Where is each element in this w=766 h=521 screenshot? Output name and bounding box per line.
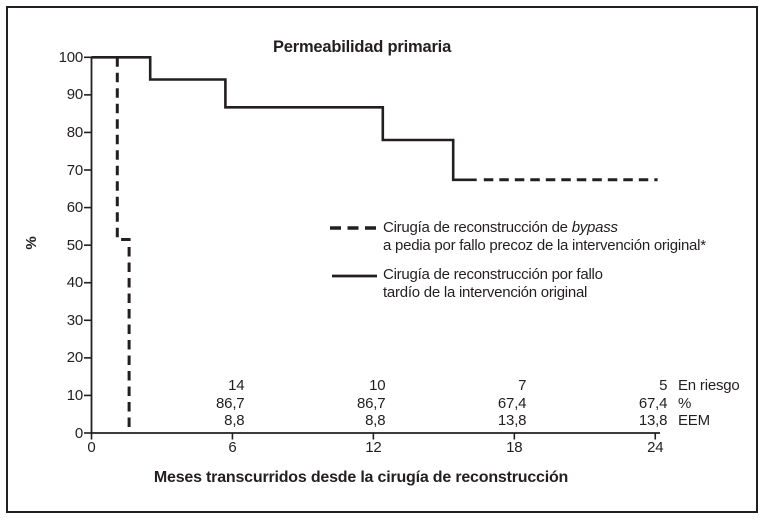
at-risk-value: 8,8 (365, 412, 386, 429)
x-tick-label: 6 (228, 439, 237, 456)
legend-line: a pedia por fallo precoz de la intervenc… (383, 236, 706, 254)
legend-text-segment: Cirugía de reconstrucción de (383, 219, 572, 236)
at-risk-row-label: % (678, 394, 692, 412)
legend-label-early-failure: Cirugía de reconstrucción de bypass a pe… (383, 219, 706, 254)
at-risk-value: 5 (659, 377, 668, 394)
series-curve-0 (115, 57, 131, 430)
at-risk-value: 10 (369, 377, 386, 394)
y-tick-label: 70 (66, 161, 83, 179)
at-risk-value: 67,4 (638, 394, 668, 412)
legend-line: Cirugía de reconstrucción por fallo (383, 266, 603, 283)
y-axis-title: % (22, 236, 40, 250)
at-risk-value: 7 (518, 377, 527, 394)
at-risk-row-label: En riesgo (678, 377, 740, 394)
x-tick-label: 12 (365, 439, 382, 456)
legend-line: tardío de la intervención original (383, 283, 588, 301)
y-tick-label: 30 (66, 311, 83, 329)
y-tick-label: 40 (66, 274, 83, 292)
at-risk-row-labels: En riesgo % EEM (678, 377, 740, 430)
at-risk-value: 13,8 (638, 412, 668, 429)
at-risk-column-month-12: 10 86,7 8,8 (315, 377, 386, 430)
series-curve-1 (91, 56, 477, 182)
x-tick-label: 18 (506, 439, 523, 456)
x-axis-title: Meses transcurridos desde la cirugía de … (153, 469, 569, 486)
y-tick-label: 60 (66, 199, 83, 217)
y-tick-label: 0 (74, 424, 83, 442)
y-tick-label: 100 (58, 48, 84, 66)
y-tick-label: 50 (66, 236, 83, 254)
at-risk-column-month-24: 5 67,4 13,8 (597, 377, 668, 430)
figure-border (6, 6, 758, 513)
legend-text-italic-segment: bypass (571, 219, 618, 236)
at-risk-column-month-18: 7 67,4 13,8 (456, 377, 527, 430)
x-tick-label: 24 (647, 439, 664, 456)
at-risk-column-month-6: 14 86,7 8,8 (174, 377, 245, 430)
y-tick-label: 80 (66, 123, 83, 141)
at-risk-value: 67,4 (497, 394, 527, 412)
solid-line-sample-icon (332, 274, 377, 278)
y-tick-label: 90 (66, 86, 83, 104)
at-risk-value: 14 (228, 377, 245, 394)
at-risk-value: 13,8 (497, 412, 527, 429)
chart-title: Permeabilidad primaria (272, 38, 452, 56)
at-risk-value: 86,7 (356, 394, 386, 412)
y-tick-label: 10 (66, 386, 83, 404)
at-risk-value: 86,7 (216, 394, 245, 412)
at-risk-value: 8,8 (224, 412, 245, 429)
legend-line: Cirugía de reconstrucción de bypass (383, 219, 706, 237)
dashed-line-sample-icon (330, 226, 378, 230)
legend-label-late-failure: Cirugía de reconstrucción por fallo tard… (383, 266, 603, 301)
y-tick-label: 20 (66, 349, 83, 367)
x-tick-label: 0 (87, 439, 96, 456)
at-risk-row-label: EEM (678, 412, 710, 429)
